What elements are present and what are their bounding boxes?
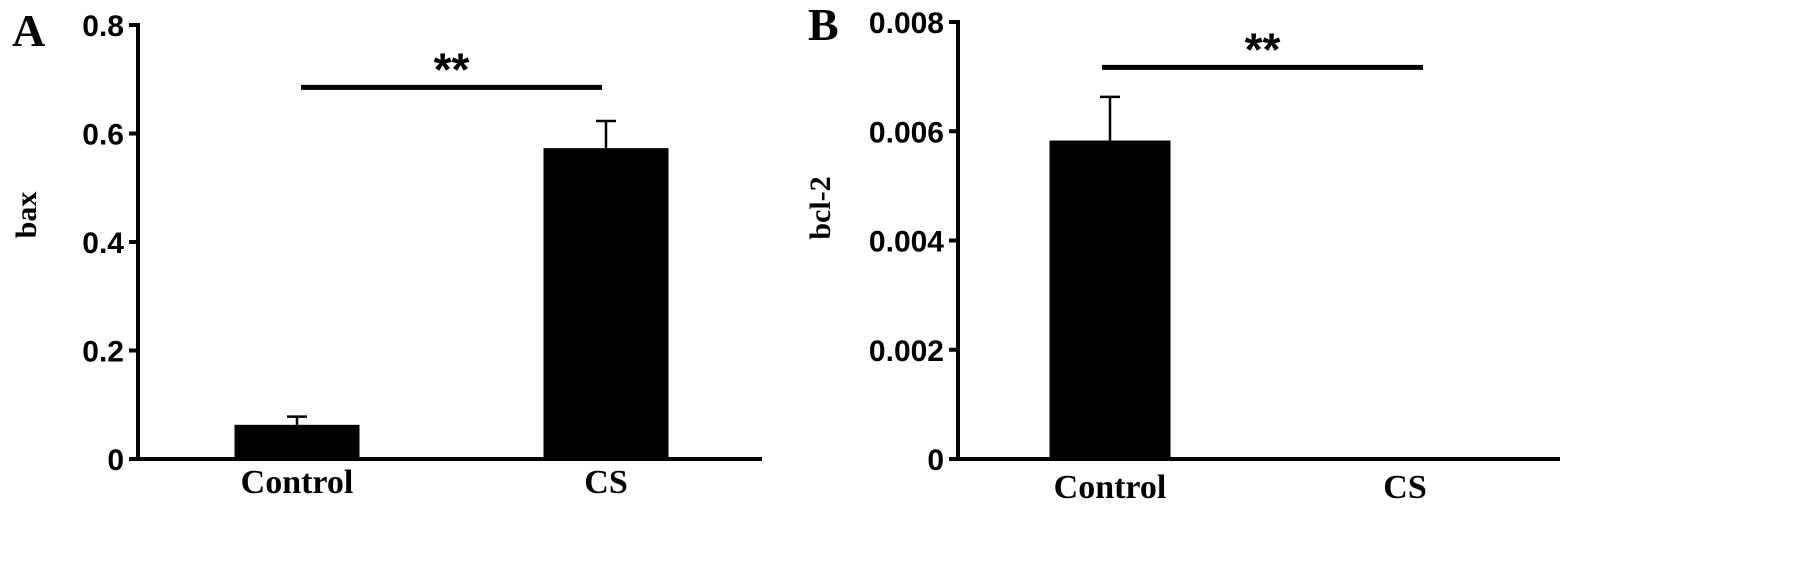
panel-b-y-axis-title: bcl-2 bbox=[804, 176, 837, 239]
panel-b-bar-control bbox=[1049, 140, 1171, 459]
panel-b-category-label-control: Control bbox=[1054, 469, 1167, 506]
panel-b-y-tick-label: 0.004 bbox=[869, 226, 944, 259]
panel-b-y-tick-label: 0.002 bbox=[869, 335, 944, 368]
panel-a-category-label-cs: CS bbox=[584, 464, 627, 501]
panel-a-y-tick-label: 0.6 bbox=[82, 119, 124, 152]
panel-a-y-axis-title: bax bbox=[10, 192, 43, 239]
panel-b-y-tick-label: 0 bbox=[927, 444, 944, 477]
panel-a-category-label-control: Control bbox=[241, 464, 354, 501]
panel-a-y-tick-label: 0.4 bbox=[82, 227, 124, 260]
panel-b-category-label-cs: CS bbox=[1383, 469, 1426, 506]
panel-b-letter: B bbox=[808, 0, 839, 50]
panel-a-y-tick-label: 0.2 bbox=[82, 336, 124, 369]
panel-a-letter: A bbox=[12, 5, 45, 56]
panel-a-bar-control bbox=[234, 424, 360, 459]
panel-a-bar-cs bbox=[543, 148, 669, 459]
panel-b-y-tick-label: 0.006 bbox=[869, 116, 944, 149]
panel-b-y-tick-label: 0.008 bbox=[869, 7, 944, 40]
panel-a-significance-label: ** bbox=[434, 43, 470, 95]
panel-a-y-tick-label: 0.8 bbox=[82, 10, 124, 43]
panel-b-significance-label: ** bbox=[1245, 23, 1281, 75]
panel-a-y-tick-label: 0 bbox=[107, 444, 124, 477]
